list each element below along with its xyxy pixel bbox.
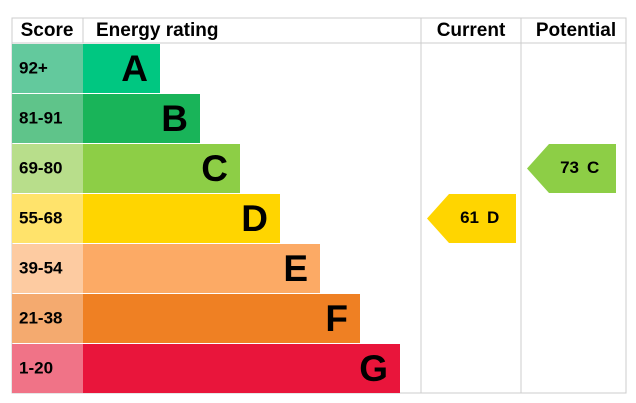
rating-letter: C — [201, 148, 228, 189]
score-label: 81-91 — [19, 108, 62, 127]
rating-bar — [83, 344, 400, 393]
score-label: 39-54 — [19, 258, 63, 277]
potential-arrow — [527, 144, 616, 193]
current-value: 61 — [460, 208, 479, 227]
current-letter: D — [487, 208, 499, 227]
score-cell — [12, 294, 83, 343]
rating-letter: B — [161, 98, 188, 139]
header-current: Current — [437, 20, 506, 41]
rating-bar — [83, 294, 360, 343]
rating-letter: F — [325, 298, 348, 339]
score-cell — [12, 344, 83, 393]
score-cell — [12, 144, 83, 193]
score-label: 1-20 — [19, 358, 53, 377]
score-label: 21-38 — [19, 308, 62, 327]
current-arrow — [427, 194, 516, 243]
score-label: 69-80 — [19, 158, 62, 177]
rating-bar — [83, 144, 240, 193]
rating-letter: A — [121, 48, 148, 89]
score-label: 92+ — [19, 58, 48, 77]
rating-bar — [83, 44, 160, 93]
rating-letter: E — [283, 248, 308, 289]
rating-bar — [83, 194, 280, 243]
header-rating: Energy rating — [96, 20, 218, 41]
rating-bar — [83, 244, 320, 293]
header-score: Score — [21, 20, 74, 41]
potential-letter: C — [587, 158, 599, 177]
rating-letter: D — [241, 198, 268, 239]
header-potential: Potential — [536, 20, 616, 41]
rating-letter: G — [359, 348, 388, 389]
score-cell — [12, 194, 83, 243]
score-cell — [12, 44, 83, 93]
potential-value: 73 — [560, 158, 579, 177]
score-cell — [12, 94, 83, 143]
score-label: 55-68 — [19, 208, 62, 227]
rating-bar — [83, 94, 200, 143]
score-cell — [12, 244, 83, 293]
